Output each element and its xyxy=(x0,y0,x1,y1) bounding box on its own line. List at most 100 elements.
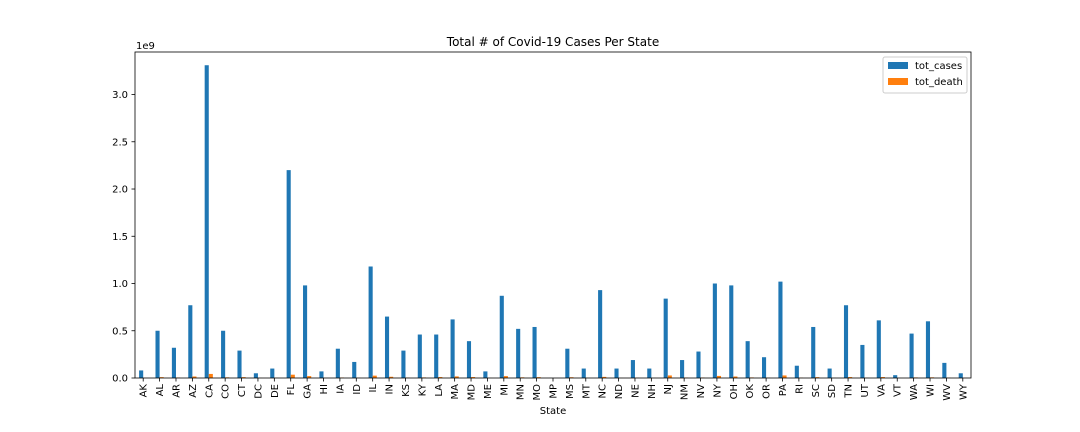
bar-tot-death-mi xyxy=(503,376,508,378)
bar-tot-death-tn xyxy=(848,377,853,378)
bar-tot-cases-ar xyxy=(171,347,176,378)
x-axis: AK AL AR AZ CA CO CT DC DE FL GA HI IA ID IL IN KS KY LA MA… xyxy=(139,378,969,401)
x-tick-label-ky: KY xyxy=(417,383,428,396)
x-tick-label-tn: TN xyxy=(844,384,855,399)
bar-tot-cases-tn xyxy=(843,305,849,378)
x-tick-label-al: AL xyxy=(155,384,166,397)
x-tick-label-dc: DC xyxy=(253,384,264,399)
bar-tot-cases-dc xyxy=(253,373,258,378)
bar-tot-death-il xyxy=(372,375,377,378)
x-tick-label-ny: NY xyxy=(712,383,723,397)
x-tick-label-mt: MT xyxy=(581,383,592,399)
x-tick-label-ia: IA xyxy=(335,384,346,394)
x-tick-label-id: ID xyxy=(352,384,363,395)
y-tick-label: 1.0 xyxy=(112,279,128,290)
bar-tot-cases-sd xyxy=(827,368,832,378)
y-tick-label: 0.0 xyxy=(112,374,128,385)
bar-tot-death-sc xyxy=(815,377,820,378)
bar-tot-cases-oh xyxy=(729,285,734,378)
bar-tot-cases-id xyxy=(352,361,357,378)
x-tick-label-ct: CT xyxy=(237,383,248,397)
x-tick-label-il: IL xyxy=(368,384,379,393)
bar-tot-death-oh xyxy=(733,376,738,378)
legend-swatch-tot-cases xyxy=(888,62,908,69)
y-tick-label: 3.0 xyxy=(112,90,128,101)
bar-tot-cases-mn xyxy=(516,328,521,378)
x-tick-label-ms: MS xyxy=(565,384,576,399)
x-tick-label-nm: NM xyxy=(680,384,691,400)
bar-tot-death-az xyxy=(192,376,197,378)
bar-tot-cases-ca xyxy=(204,65,209,378)
x-tick-label-oh: OH xyxy=(729,384,740,399)
x-tick-label-va: VA xyxy=(876,384,887,397)
x-tick-label-ca: CA xyxy=(204,384,215,398)
bar-tot-cases-va xyxy=(876,320,881,378)
x-tick-label-az: AZ xyxy=(188,384,199,398)
bar-tot-cases-al xyxy=(155,330,160,378)
bar-tot-death-ga xyxy=(307,376,312,378)
y-tick-label: 1.5 xyxy=(112,232,128,243)
y-axis: 0.0 0.5 1.0 1.5 2.0 2.5 3.0 xyxy=(112,90,135,385)
bar-tot-cases-ny xyxy=(712,283,717,378)
bar-tot-cases-ms xyxy=(565,348,570,378)
x-tick-label-fl: FL xyxy=(286,384,297,396)
bar-tot-death-la xyxy=(438,377,443,378)
x-tick-label-ak: AK xyxy=(139,384,150,398)
bar-tot-cases-nv xyxy=(696,351,701,378)
bar-tot-death-ny xyxy=(716,375,722,378)
bar-tot-cases-de xyxy=(270,368,275,378)
bar-tot-death-fl xyxy=(290,374,295,378)
x-tick-label-ri: RI xyxy=(794,384,805,394)
bar-tot-cases-ak xyxy=(139,370,144,378)
bar-tot-death-ca xyxy=(208,373,213,378)
x-tick-label-wa: WA xyxy=(909,384,920,400)
bar-tot-death-mo xyxy=(536,377,541,378)
bar-tot-cases-ky xyxy=(417,334,422,378)
bar-tot-death-al xyxy=(159,377,164,378)
bar-tot-cases-in xyxy=(384,316,390,378)
bar-tot-death-nj xyxy=(667,375,672,378)
y-axis-offset-label: 1e9 xyxy=(136,41,155,52)
x-tick-label-wy: WY xyxy=(958,383,969,400)
legend-swatch-tot-death xyxy=(888,78,908,85)
x-tick-label-ne: NE xyxy=(630,384,641,398)
bar-tot-cases-wy xyxy=(958,373,963,378)
x-tick-label-ar: AR xyxy=(171,384,182,398)
y-tick-label: 2.0 xyxy=(112,185,128,196)
bar-tot-death-md xyxy=(471,377,476,378)
bar-tot-cases-wa xyxy=(909,333,914,378)
bar-tot-cases-ok xyxy=(745,341,750,378)
x-axis-label: State xyxy=(540,406,566,417)
x-tick-label-mi: MI xyxy=(499,384,510,396)
x-tick-label-mo: MO xyxy=(532,384,543,401)
bar-tot-cases-nj xyxy=(663,298,668,378)
bar-tot-cases-ia xyxy=(335,348,340,378)
legend-label-tot-death: tot_death xyxy=(915,77,963,88)
bar-group xyxy=(139,65,967,378)
x-tick-label-nh: NH xyxy=(647,384,658,399)
x-tick-label-wv: WV xyxy=(942,384,953,401)
bar-tot-cases-hi xyxy=(319,371,324,378)
x-tick-label-ma: MA xyxy=(450,384,461,400)
bar-tot-cases-nh xyxy=(647,368,652,378)
bar-tot-death-ma xyxy=(454,376,459,378)
legend: tot_cases tot_death xyxy=(882,56,968,94)
x-tick-label-mn: MN xyxy=(516,384,527,400)
x-tick-label-sd: SD xyxy=(827,384,838,398)
x-tick-label-me: ME xyxy=(483,384,494,399)
bar-tot-cases-me xyxy=(483,371,488,378)
bar-tot-cases-wv xyxy=(942,362,947,378)
bar-tot-cases-mt xyxy=(581,368,586,378)
x-tick-label-nd: ND xyxy=(614,384,625,399)
bar-tot-cases-or xyxy=(762,357,767,378)
x-tick-label-co: CO xyxy=(221,384,232,399)
bar-tot-cases-sc xyxy=(811,326,816,378)
chart-title: Total # of Covid-19 Cases Per State xyxy=(446,35,659,49)
bar-tot-death-va xyxy=(880,377,885,378)
bar-tot-cases-ct xyxy=(237,350,242,378)
legend-label-tot-cases: tot_cases xyxy=(915,61,962,72)
bar-tot-cases-nc xyxy=(598,290,603,378)
bar-tot-cases-md xyxy=(466,341,472,378)
bar-tot-cases-ks xyxy=(401,350,406,378)
